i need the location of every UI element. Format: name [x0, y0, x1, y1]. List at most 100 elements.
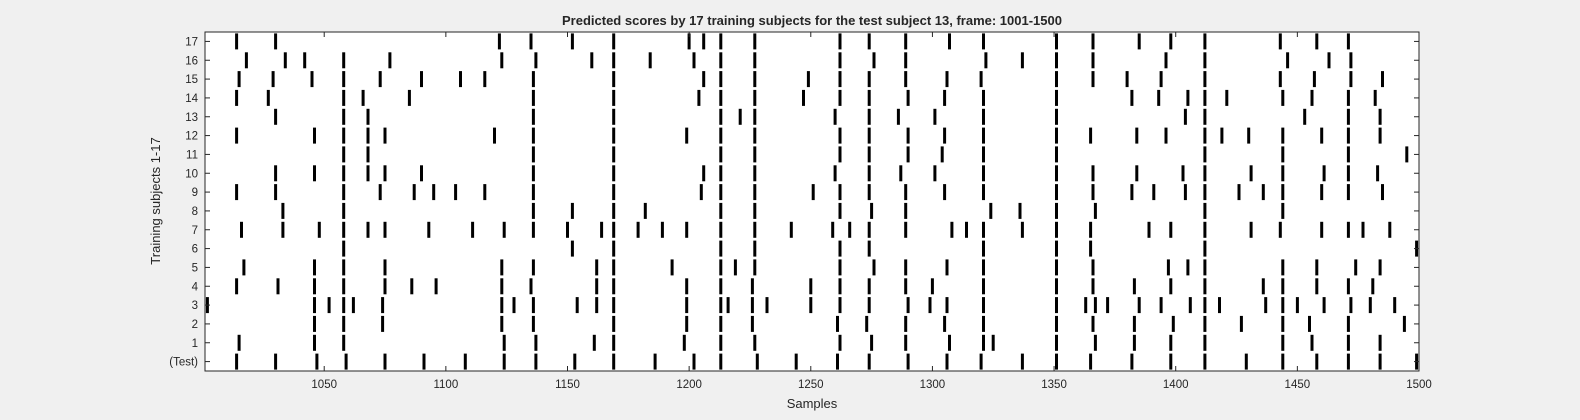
event-mark — [570, 33, 574, 50]
event-mark — [383, 221, 387, 238]
event-mark — [1055, 315, 1058, 332]
event-mark — [867, 33, 871, 50]
event-mark — [753, 165, 757, 182]
event-mark — [313, 127, 316, 144]
event-mark — [906, 127, 910, 144]
event-mark — [1132, 315, 1136, 332]
event-mark — [1137, 33, 1141, 50]
event-mark — [497, 33, 501, 50]
event-mark — [274, 353, 278, 370]
event-mark — [991, 334, 995, 351]
event-mark — [933, 108, 937, 125]
event-mark — [1135, 165, 1139, 182]
event-mark — [1281, 334, 1285, 351]
event-mark — [313, 315, 316, 332]
event-mark — [984, 52, 988, 69]
event-mark — [366, 127, 370, 144]
event-mark — [1055, 278, 1058, 295]
event-mark — [612, 315, 616, 332]
event-mark — [313, 334, 316, 351]
event-mark — [950, 221, 954, 238]
event-mark — [1164, 127, 1168, 144]
axes-box — [204, 31, 1420, 372]
event-mark — [274, 165, 278, 182]
event-mark — [838, 202, 842, 219]
x-tick-label: 1500 — [1406, 379, 1432, 391]
event-mark — [719, 315, 723, 332]
event-mark — [1169, 278, 1173, 295]
event-mark — [1055, 334, 1058, 351]
event-mark — [1322, 165, 1326, 182]
event-mark — [351, 297, 355, 314]
event-mark — [702, 71, 706, 88]
event-mark — [1346, 108, 1350, 125]
event-mark — [809, 278, 813, 295]
event-mark — [719, 259, 723, 276]
y-tick-label: 2 — [192, 319, 198, 331]
event-mark — [531, 165, 535, 182]
event-mark — [943, 315, 947, 332]
event-mark — [1346, 184, 1350, 201]
event-mark — [1089, 127, 1093, 144]
event-mark — [600, 221, 604, 238]
event-mark — [529, 33, 533, 50]
event-mark — [982, 89, 985, 106]
event-mark — [612, 89, 616, 106]
event-mark — [1055, 353, 1058, 370]
event-mark — [1135, 127, 1139, 144]
event-mark — [1181, 165, 1185, 182]
event-mark — [592, 334, 596, 351]
event-mark — [595, 297, 599, 314]
event-mark — [806, 71, 810, 88]
event-mark — [1281, 315, 1285, 332]
event-mark — [612, 146, 616, 163]
event-mark — [648, 52, 652, 69]
event-mark — [865, 315, 869, 332]
event-mark — [531, 221, 535, 238]
x-tick-label: 1450 — [1285, 379, 1311, 391]
x-axis-label: Samples — [787, 396, 838, 411]
event-mark — [237, 334, 241, 351]
event-mark — [833, 165, 837, 182]
event-mark — [500, 259, 504, 276]
event-mark — [838, 240, 842, 257]
event-mark — [1310, 89, 1314, 106]
event-mark — [867, 89, 871, 106]
event-mark — [831, 221, 835, 238]
event-mark — [342, 334, 346, 351]
event-mark — [719, 297, 723, 314]
event-mark — [753, 259, 757, 276]
event-mark — [1203, 165, 1207, 182]
event-mark — [1378, 334, 1382, 351]
event-mark — [1281, 146, 1285, 163]
event-mark — [1218, 297, 1221, 314]
event-mark — [682, 334, 686, 351]
event-mark — [982, 221, 985, 238]
event-mark — [965, 221, 968, 238]
event-mark — [685, 221, 689, 238]
event-mark — [531, 89, 535, 106]
event-mark — [1388, 221, 1392, 238]
event-mark — [1346, 33, 1350, 50]
event-mark — [1203, 334, 1207, 351]
event-mark — [753, 33, 757, 50]
event-mark — [1091, 165, 1095, 182]
event-mark — [833, 108, 837, 125]
event-mark — [1171, 315, 1175, 332]
event-mark — [1091, 315, 1095, 332]
event-mark — [1020, 353, 1024, 370]
event-mark — [342, 297, 346, 314]
event-mark — [1132, 334, 1136, 351]
event-mark — [979, 71, 983, 88]
event-mark — [512, 297, 516, 314]
event-mark — [945, 259, 949, 276]
event-mark — [904, 184, 908, 201]
event-mark — [342, 278, 346, 295]
event-mark — [904, 315, 908, 332]
event-mark — [342, 259, 346, 276]
event-mark — [1346, 334, 1350, 351]
event-mark — [1247, 127, 1251, 144]
event-mark — [867, 108, 871, 125]
event-mark — [838, 33, 842, 50]
event-mark — [378, 71, 382, 88]
